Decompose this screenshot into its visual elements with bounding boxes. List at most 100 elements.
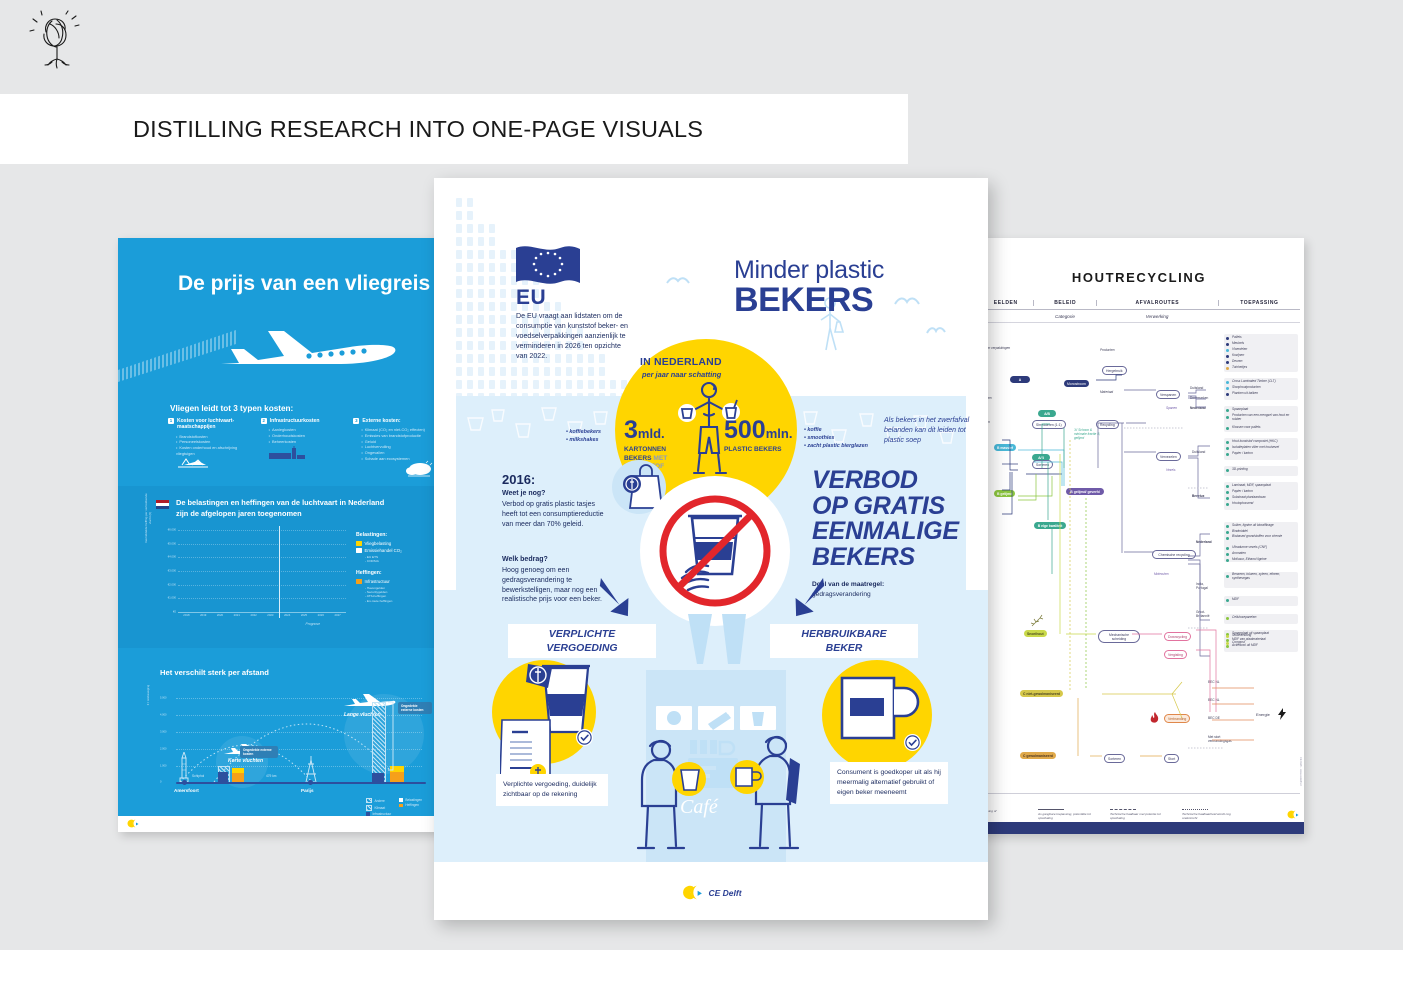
node-recycling[interactable]: Recycling [1096,420,1119,429]
node-snoeihout[interactable]: Snoeihout [1024,630,1047,637]
recall-a2: Hoog genoeg om een gedragsverandering te… [502,567,602,604]
poster-houtrecycling[interactable]: HOUTRECYCLING EELDEN BELEID AFVALROUTES … [960,238,1304,834]
node-sorteren-2[interactable]: Sorteren [1104,754,1126,763]
node-stort[interactable]: Stort [1164,754,1180,763]
right-footer-divider [978,793,1300,794]
application-item: Bindmiddel [1232,529,1248,533]
node-shredderen[interactable]: Shredderen (1:1) [1032,420,1066,429]
recall-q2: Welk bedrag? [502,556,548,563]
left-hero-subtitle: Vliegen leidt tot 3 typen kosten: [170,404,294,413]
center-heading-line2: BEKERS [734,281,874,319]
node-vervezelen[interactable]: Vervezelen [1156,452,1181,461]
left-mid-band [118,486,450,648]
ban-title: VERBOD OP GRATIS EENMALIGE BEKERS [812,466,959,571]
cup-legs-decor-icon [688,614,746,664]
receipt-icon [500,719,551,786]
application-item: Hout kunststof composiet (HKC) [1232,439,1278,443]
node-category-a[interactable]: A [1010,376,1030,383]
slide-title-bar: DISTILLING RESEARCH INTO ONE-PAGE VISUAL… [0,94,908,164]
application-item: Producten van een mengsel van hout en ru… [1232,413,1290,421]
application-item: Spaanplaat uit spaanplaat [1232,631,1269,635]
no-single-use-cup-icon [659,495,771,607]
application-item: Benzeen, tolueen, xyleen, etheen, synthe… [1232,572,1281,580]
node-monostroom[interactable]: Monostroom [1064,380,1089,387]
cost-items-1: Brandstofkosten Personeelskosten Kosten … [176,434,251,457]
application-item: Kozijnen [1232,353,1245,357]
energy-route-label: BEC NL [1208,698,1220,702]
col-header-eelden: EELDEN [978,299,1035,306]
note-schoon: 'A' Schoon & minimale fractie B, gelijmd [1074,428,1101,440]
snoeihout-branch-icon [1030,614,1044,627]
application-item: Stobedekking [1232,633,1252,637]
recall-a1: Verbod op gratis plastic tasjes heeft to… [502,501,604,528]
node-sorteren-1[interactable]: Sorteren [1032,460,1054,469]
poster-vliegreis[interactable]: De prijs van een vliegreis Vliegen leidt… [118,238,450,832]
col-header-afvalroutes: AFVALROUTES [1097,299,1219,306]
bird-icon [894,297,920,305]
node-chemische-recycling[interactable]: Chemische recycling [1152,550,1196,560]
country-label: Denemarken [1190,396,1209,400]
reusable-mug-icon [840,676,920,740]
subcol-categorie: Categorie [1055,313,1075,319]
node-downcycling[interactable]: Downcycling [1164,632,1192,641]
node-c-gewolmaniseerd[interactable]: C gewolmaniseerd [1020,752,1056,759]
node-ab-1[interactable]: A/B [1032,454,1050,461]
ce-delft-logo-icon [1287,810,1299,819]
application-item: Sloophoutproducten [1232,385,1261,389]
mug-icon [735,767,762,787]
right-legend: toepassing of As gangbare toepassing, po… [978,808,1300,820]
center-sidenote: Als bekers in het zwerfafval belanden ka… [884,417,970,445]
right-credit: CE Delft - www.cedelft.nl [1299,757,1302,786]
cost-item: Schade aan ecosystemen [361,456,436,462]
application-item: Houtoplossend [1232,501,1254,505]
source-label: Houten verpakkingen [980,346,1011,350]
eu-flag-icon [516,246,580,284]
receipt-cup-coin-icon [526,664,590,734]
node-b-lage-kwaliteit[interactable]: B elge kwaliteit [1034,522,1066,530]
node-b-massief[interactable]: B massief [994,444,1017,451]
application-item: Planken uit balken [1232,391,1259,395]
country-label: Duitsland [1192,450,1206,454]
cost-item: Geluid [361,439,436,445]
col-header-beleid: BELEID [1034,299,1097,306]
legend-label: Technische haalbaarheid wordt nog onderz… [1182,811,1231,820]
right-navy-band [974,822,1304,834]
center-footer-logo: CE Delft [680,883,742,902]
contrail-icon [118,330,236,382]
cost-label: Externe kosten: [362,418,401,424]
route-label-producten: Producten [1100,348,1115,352]
application-item: Cross Laminated Timber (CLT) [1232,379,1276,383]
node-hergebruik[interactable]: Hergebruik [1102,366,1127,375]
application-item: Compost [1232,640,1245,644]
application-item: Substraat plantaardouw [1232,495,1266,499]
node-mechanische-scheiding[interactable]: Mechanische scheiding [1098,630,1140,644]
cost-item: Beheerkosten [269,439,344,445]
left-footer-band [118,816,450,832]
node-b-gelijmd-geverfd[interactable]: B gelijmd/ geverfd [1066,488,1104,496]
node-c-niet-gewolmaniseerd[interactable]: C niet-gewolmaniseerd [1020,690,1064,697]
recall-year: 2016: [502,472,536,487]
bird-icon [666,277,690,284]
node-verspanen[interactable]: Verspanen [1156,390,1181,399]
cost-item: Onderhoudskosten [269,433,344,439]
node-verbranding[interactable]: Verbranding [1164,714,1191,723]
application-item: Mollusur, Ethanol lignine [1232,557,1267,561]
legend-label: As gangbare toepassing, potentiële tot o… [1038,811,1091,820]
country-label: Duitsland [1190,386,1204,390]
application-item: 3D-printing [1232,467,1248,471]
energy-route-label: BEC NL [1208,680,1220,684]
eu-label: EU [516,286,547,309]
energy-route-label: BEC DE [1208,716,1220,720]
cost-num: 3 [353,418,360,424]
cost-item: Emissies van brandstofproductie [361,433,436,439]
node-vergisting[interactable]: Vergisting [1164,650,1187,659]
application-item: Vloerdelen [1232,347,1248,351]
poster-minder-plastic-bekers[interactable]: EU De EU vraagt aan lidstaten om de cons… [434,178,988,920]
right-subcolumn-headers: Categorie Verwerking [978,310,1300,323]
sublabel-spanen: Spanen [1166,406,1177,410]
center-heading-line1: Minder plastic [734,256,885,284]
node-ab-2[interactable]: A/B [1038,410,1056,417]
node-b-gelijmd[interactable]: B gelijmd [994,490,1016,497]
